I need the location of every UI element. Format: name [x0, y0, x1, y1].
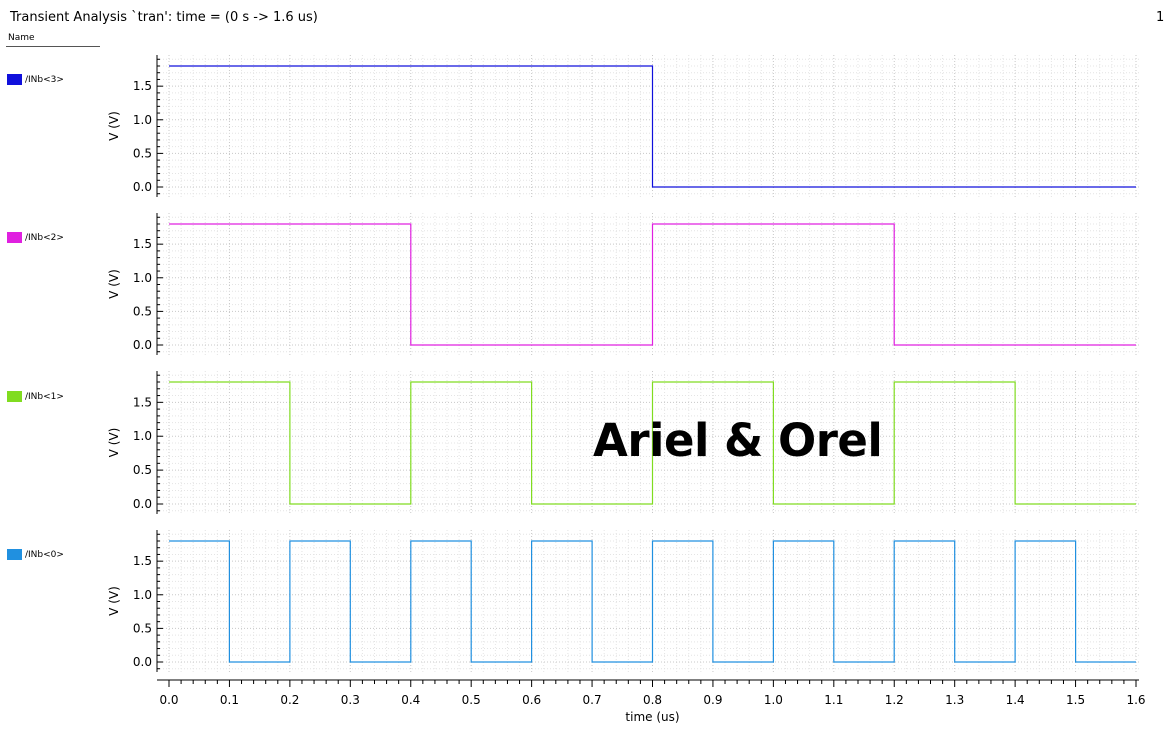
y-tick-label: 1.0 [133, 113, 152, 127]
legend-item-inb3[interactable]: /INb<3> [7, 74, 64, 85]
legend-label-inb2: /INb<2> [25, 232, 64, 243]
y-tick-label: 1.5 [133, 395, 152, 409]
legend-item-inb0[interactable]: /INb<0> [7, 549, 64, 560]
x-tick-label: 0.3 [341, 693, 360, 707]
legend-swatch-inb0 [7, 549, 22, 560]
legend-swatch-inb2 [7, 232, 22, 243]
y-tick-label: 0.5 [133, 146, 152, 160]
waveform-inb3 [169, 65, 1136, 188]
x-tick-label: 1.5 [1066, 693, 1085, 707]
y-tick-label: 1.5 [133, 79, 152, 93]
x-tick-label: 0.9 [703, 693, 722, 707]
x-tick-label: 1.4 [1006, 693, 1025, 707]
y-tick-label: 0.5 [133, 463, 152, 477]
window-title: Transient Analysis `tran': time = (0 s -… [10, 10, 318, 25]
x-tick-label: 0.2 [280, 693, 299, 707]
legend-label-inb0: /INb<0> [25, 549, 64, 560]
x-tick-label: 1.3 [945, 693, 964, 707]
y-tick-label: 0.5 [133, 621, 152, 635]
x-tick-label: 0.5 [462, 693, 481, 707]
y-tick-label: 0.0 [133, 180, 152, 194]
legend-item-inb2[interactable]: /INb<2> [7, 232, 64, 243]
legend-label-inb3: /INb<3> [25, 74, 64, 85]
watermark-text: Ariel & Orel [593, 414, 883, 467]
y-tick-label: 1.5 [133, 237, 152, 251]
y-tick-label: 1.0 [133, 271, 152, 285]
name-column-header[interactable]: Name [8, 33, 35, 43]
y-axis-label: V (V) [107, 269, 121, 299]
y-tick-label: 0.0 [133, 497, 152, 511]
legend-swatch-inb1 [7, 391, 22, 402]
y-tick-label: 0.0 [133, 655, 152, 669]
x-tick-label: 1.0 [764, 693, 783, 707]
x-tick-label: 1.6 [1126, 693, 1145, 707]
legend-item-inb1[interactable]: /INb<1> [7, 391, 64, 402]
legend-swatch-inb3 [7, 74, 22, 85]
x-tick-label: 0.7 [583, 693, 602, 707]
x-tick-label: 0.1 [220, 693, 239, 707]
legend-label-inb1: /INb<1> [25, 391, 64, 402]
x-tick-label: 1.2 [885, 693, 904, 707]
x-tick-label: 1.1 [824, 693, 843, 707]
y-tick-label: 0.5 [133, 304, 152, 318]
waveform-inb2 [169, 223, 1136, 346]
x-tick-label: 0.4 [401, 693, 420, 707]
waveform-inb1 [169, 381, 1136, 505]
x-axis-label: time (us) [625, 710, 679, 724]
name-header-underline [6, 46, 100, 47]
y-axis-label: V (V) [107, 586, 121, 616]
y-axis-label: V (V) [107, 428, 121, 458]
y-tick-label: 0.0 [133, 338, 152, 352]
x-tick-label: 0.8 [643, 693, 662, 707]
x-tick-label: 0.6 [522, 693, 541, 707]
x-tick-label: 0.0 [159, 693, 178, 707]
waveform-inb0 [169, 540, 1136, 663]
y-tick-label: 1.0 [133, 588, 152, 602]
y-tick-label: 1.0 [133, 429, 152, 443]
page-number: 1 [1156, 10, 1165, 25]
y-tick-label: 1.5 [133, 554, 152, 568]
y-axis-label: V (V) [107, 111, 121, 141]
